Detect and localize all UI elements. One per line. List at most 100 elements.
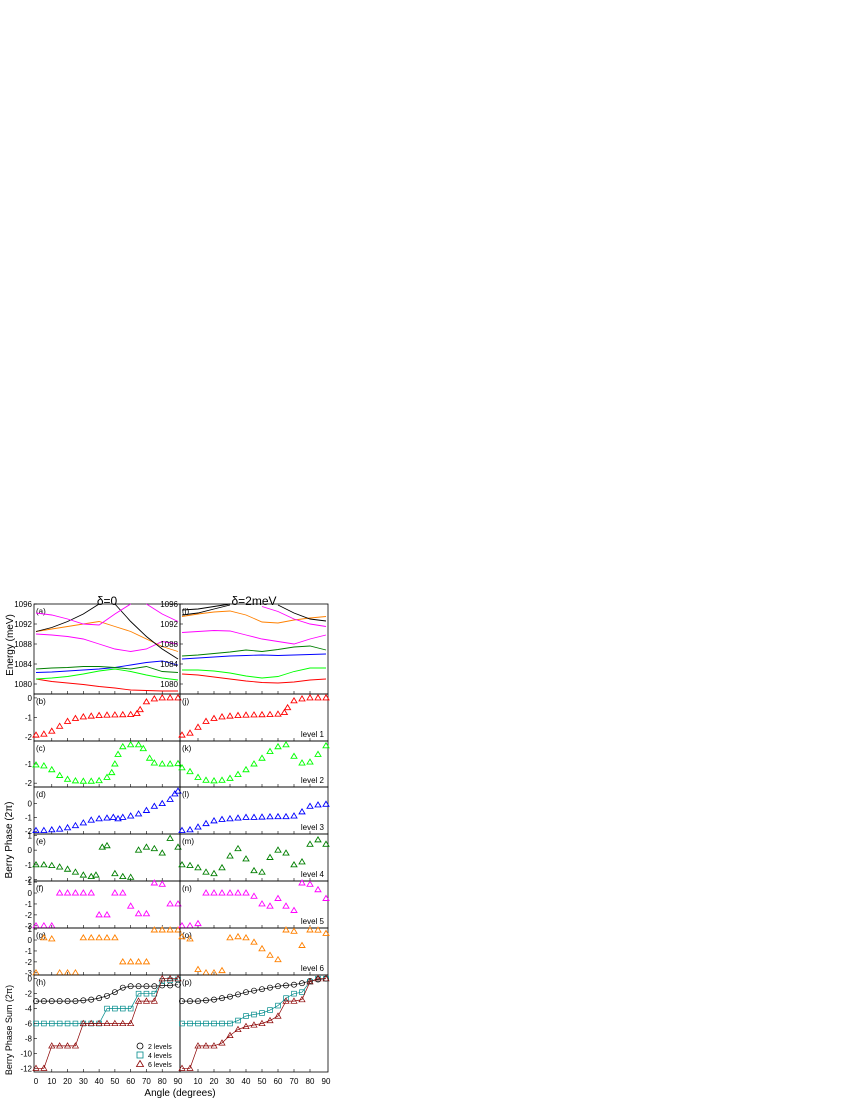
y-tick-label: -8 [25, 1034, 33, 1043]
sum-marker-square [187, 1020, 193, 1027]
berry-marker [290, 752, 298, 759]
berry-marker [298, 879, 306, 886]
sum-marker-triangle [266, 1016, 274, 1024]
sum-marker-triangle [242, 1022, 250, 1030]
berry-marker [103, 933, 111, 941]
berry-marker [306, 926, 314, 933]
panel-letter: (d) [36, 790, 46, 799]
berry-marker [87, 816, 96, 823]
sum-marker-triangle [63, 1042, 72, 1049]
sum-marker-circle [119, 984, 126, 991]
berry-marker [322, 929, 330, 936]
sum-marker-circle [64, 998, 71, 1005]
y-tick-label: -1 [25, 714, 33, 723]
sum-marker-triangle [111, 1019, 119, 1027]
sum-marker-triangle [142, 997, 151, 1004]
sum-marker-square [267, 1007, 273, 1013]
y-tick-label: -6 [25, 1020, 33, 1029]
sum-marker-square [41, 1020, 47, 1027]
berry-marker [274, 742, 282, 750]
sum-marker-triangle [79, 1019, 87, 1027]
sum-marker-square [291, 990, 297, 997]
berry-marker [63, 889, 72, 896]
x-tick-label: 20 [210, 1077, 219, 1086]
berry-marker [111, 933, 119, 941]
y-tick-label: -2 [25, 733, 33, 742]
berry-marker [71, 821, 80, 829]
berry-marker [242, 855, 250, 862]
berry-marker [111, 889, 119, 896]
berry-marker [178, 932, 186, 940]
berry-marker [226, 933, 234, 941]
x-tick-label: 30 [226, 1077, 235, 1086]
berry-marker [266, 951, 274, 958]
sum-marker-circle [135, 983, 142, 990]
berry-marker [87, 777, 96, 784]
sum-marker-triangle [298, 995, 306, 1003]
y-tick-label: 1088 [14, 640, 32, 649]
panel-letter: (o) [182, 931, 192, 940]
berry-marker [298, 695, 306, 702]
berry-marker [126, 812, 135, 819]
berry-marker [226, 774, 234, 781]
panel-letter: (f) [36, 884, 44, 893]
panel-c: -1 -2 (c) [25, 740, 182, 788]
sum-marker-circle [203, 997, 209, 1004]
sum-marker-circle [104, 992, 110, 999]
berry-marker [55, 722, 64, 729]
berry-marker [210, 869, 218, 877]
berry-marker [178, 731, 186, 738]
sum-marker-square [219, 1020, 225, 1027]
level-label: level 5 [301, 917, 325, 926]
y-tick-label: 0 [28, 936, 33, 945]
berry-marker [298, 941, 306, 948]
sum-marker-triangle [127, 1019, 135, 1027]
berry-marker [202, 819, 210, 827]
berry-marker [63, 775, 72, 782]
sum-marker-circle [48, 998, 55, 1005]
berry-marker [174, 694, 182, 701]
sum-marker-circle [219, 995, 225, 1002]
panel-d: 0 -1 -2 (d) [25, 786, 182, 836]
berry-marker [258, 813, 266, 820]
sum-marker-circle [299, 980, 305, 987]
berry-marker [242, 933, 250, 941]
berry-marker [194, 723, 202, 730]
sum-marker-circle [143, 983, 150, 990]
sum-marker-square [120, 1005, 126, 1012]
berry-marker [126, 710, 135, 718]
y-tick-label: 0 [28, 975, 33, 984]
berry-marker [314, 750, 322, 757]
berry-marker [111, 869, 119, 877]
sum-marker-circle [291, 981, 297, 988]
berry-marker [194, 965, 202, 972]
berry-marker [95, 911, 103, 918]
berry-marker [55, 889, 64, 896]
berry-marker [174, 787, 182, 794]
sum-marker-triangle [290, 997, 298, 1004]
berry-marker [322, 840, 330, 847]
berry-marker [107, 768, 116, 776]
berry-marker [166, 795, 174, 802]
sum-marker-triangle [150, 997, 158, 1004]
berry-marker [95, 711, 103, 718]
sum-marker-circle [151, 983, 158, 990]
energy-curve [181, 603, 231, 611]
berry-marker [258, 868, 266, 875]
sum-marker-circle [33, 998, 39, 1005]
y-tick-label: -4 [25, 1005, 33, 1014]
berry-marker [71, 889, 80, 896]
y-tick-label: 1084 [14, 660, 32, 669]
sum-marker-square [104, 1005, 110, 1012]
berry-marker [103, 841, 111, 849]
legend-label: 2 levels [148, 1044, 172, 1051]
energy-curve [35, 666, 179, 673]
sum-marker-square [72, 1020, 79, 1027]
berry-marker [32, 761, 40, 768]
berry-marker [79, 889, 88, 896]
sum-marker-square [259, 1010, 265, 1016]
panel-letter: (j) [182, 697, 189, 706]
energy-curve [114, 603, 179, 660]
berry-marker [40, 730, 48, 737]
panel-energy-left: 1080 1084 1088 1092 1096 (a) [14, 600, 181, 695]
